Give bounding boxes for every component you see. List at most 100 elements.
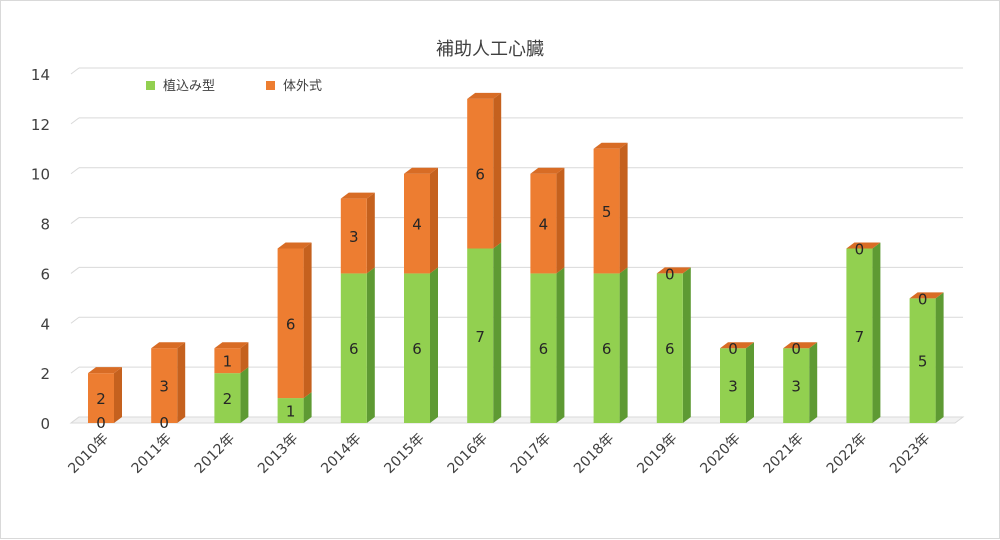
bar-front [214,373,241,423]
bar-top [909,292,944,299]
gridline-edge [70,67,80,75]
bar-side [366,267,375,423]
bar-segment [404,267,438,423]
bar-side [303,392,312,423]
bar-segment [214,342,249,374]
bar-front [340,198,367,274]
data-label: 3 [159,378,169,396]
data-label: 0 [96,414,106,432]
x-tick-label: 2020年 [697,431,743,477]
data-label: 3 [791,378,801,396]
bar-side [746,342,754,423]
bar-front [404,173,430,274]
data-label: 6 [349,340,359,358]
bar-front [783,348,810,423]
x-tick-label: 2019年 [634,431,680,477]
x-tick-label: 2023年 [887,431,933,477]
bar-top [783,342,818,349]
bar-front [720,348,746,423]
bar-segment [467,92,502,249]
bar-front [151,348,178,423]
chart-title: 補助人工心臓 [436,39,544,60]
bar-top [88,367,122,374]
bar-top [404,167,438,174]
data-label: 6 [286,315,296,333]
bar-segment [593,142,628,274]
data-label: 6 [665,340,675,358]
bar-front [530,273,557,423]
bar-front [656,273,683,423]
data-label: 0 [728,340,738,358]
data-label: 5 [918,353,928,371]
legend-label-external: 体外式 [283,79,322,94]
bar-segment [277,392,312,423]
bars: 0 2 0 3 2 1 1 6 6 3 6 4 7 6 6 4 6 5 6 0 3 0 3 0 7 0 5 0 [88,92,944,432]
bar-segment [404,167,438,274]
x-tick-label: 2013年 [255,431,301,477]
data-label: 6 [539,340,549,358]
bar-side [240,367,249,423]
bar-segment [214,367,249,423]
y-tick-label: 8 [40,216,50,234]
x-tick-label: 2021年 [761,431,807,477]
bar-front [467,248,494,423]
y-tick-label: 4 [40,315,50,333]
data-label: 7 [855,328,865,346]
data-label: 4 [412,216,422,234]
bar-segment [277,242,312,399]
data-label: 6 [602,340,612,358]
bar-side [366,192,375,274]
y-tick-label: 12 [31,116,50,134]
gridline-edge [70,117,80,125]
x-tick-label: 2011年 [129,431,175,477]
data-label: 0 [159,414,169,432]
data-label: 3 [349,228,359,246]
bar-segment [530,167,565,274]
bar-front [277,248,304,399]
data-label: 7 [475,328,485,346]
bar-segment [783,342,818,423]
bar-top [467,92,502,99]
x-tick-label: 2010年 [65,431,111,477]
bar-top [214,342,249,349]
x-axis: 2010年 2011年 2012年 2013年 2014年 2015年 2016年 2017年… [65,431,933,477]
bar-segment [846,242,881,423]
bar-segment [88,367,122,423]
bar-top [593,142,628,149]
chart-floor [69,416,965,424]
data-label: 1 [223,353,233,371]
data-label: 3 [728,378,738,396]
floor-plane [69,416,965,424]
x-tick-label: 2012年 [192,431,238,477]
bar-front [530,173,557,274]
bar-top [656,267,691,274]
bar-top [277,242,312,249]
bar-side [682,267,691,423]
data-label: 0 [855,241,865,259]
data-label: 0 [665,265,675,283]
bar-front [593,273,620,423]
x-tick-label: 2017年 [508,431,554,477]
bar-side [935,292,944,423]
y-axis: 0 2 4 6 8 10 12 14 [31,66,50,433]
data-label: 6 [475,166,485,184]
data-label: 2 [96,390,106,408]
bar-segment [720,342,754,423]
bar-front [846,248,873,423]
bar-top [846,242,881,249]
bar-top [151,342,186,349]
bar-front [88,373,114,423]
bar-segment [909,292,944,423]
bar-segment [530,267,565,423]
gridline-edge [70,316,80,324]
bar-top [720,342,754,349]
bar-side [809,342,818,423]
bar-side [177,342,186,423]
gridlines [70,67,963,424]
gridline-edge [70,217,80,224]
y-tick-label: 6 [40,265,50,283]
bar-front [593,148,620,274]
legend-label-implantable: 植込み型 [163,79,215,94]
